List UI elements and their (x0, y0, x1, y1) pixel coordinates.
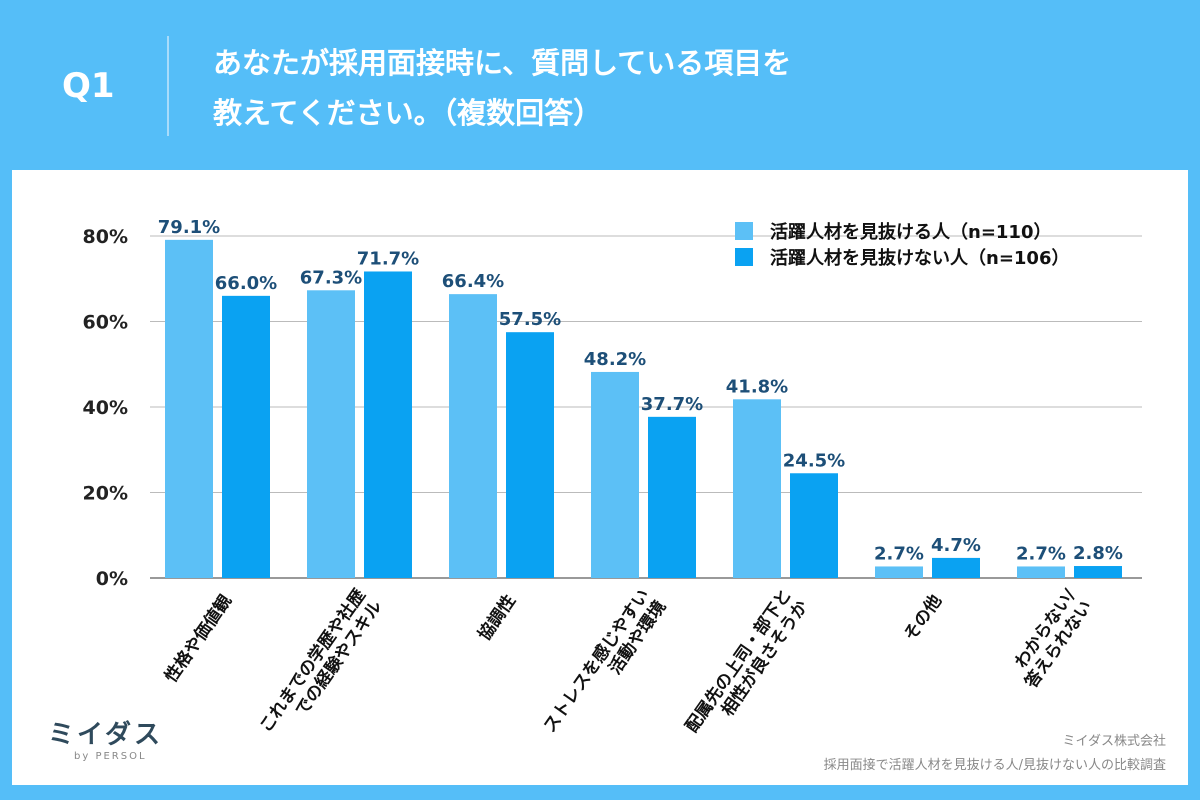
title-line-2: 教えてください。（複数回答） (213, 96, 603, 130)
y-tick-label: 40% (83, 397, 128, 419)
question-number: Q1 (62, 66, 115, 106)
data-label: 2.8% (1073, 543, 1123, 564)
data-label: 67.3% (300, 267, 362, 288)
data-label: 2.7% (874, 543, 924, 564)
bar (591, 371, 639, 578)
legend-swatch (735, 248, 753, 266)
bar (449, 294, 497, 578)
bar (790, 473, 838, 578)
bar (506, 332, 554, 578)
data-label: 66.0% (215, 273, 277, 294)
bar (733, 399, 781, 578)
y-tick-label: 0% (96, 568, 128, 590)
data-label: 48.2% (584, 349, 646, 370)
data-label: 4.7% (931, 535, 981, 556)
logo-sub: by PERSOL (74, 751, 147, 762)
logo: ミイダス by PERSOL (48, 714, 163, 762)
legend-swatch (735, 222, 753, 240)
logo-text: ミイダス (48, 720, 163, 750)
x-tick-label: その他 (900, 591, 946, 645)
data-label: 71.7% (357, 248, 419, 269)
legend-label: 活躍人材を見抜けない人（n=106） (770, 247, 1069, 269)
survey-name: 採用面接で活躍人材を見抜ける人/見抜けない人の比較調査 (823, 758, 1166, 773)
bar (875, 566, 923, 578)
x-tick-label: 性格や価値観 (160, 591, 236, 687)
bar (364, 271, 412, 578)
title-line-1: あなたが採用面接時に、質問している項目を (213, 46, 792, 80)
x-tick-line: 性格や価値観 (160, 591, 236, 687)
legend-label: 活躍人材を見抜ける人（n=110） (770, 221, 1051, 243)
y-tick-label: 80% (83, 226, 128, 248)
data-label: 37.7% (641, 394, 703, 415)
x-tick-label: ストレスを感じやすい活動や環境 (539, 585, 670, 748)
data-label: 79.1% (158, 217, 220, 238)
data-label: 24.5% (783, 450, 845, 471)
y-tick-label: 20% (83, 483, 128, 505)
data-label: 41.8% (726, 376, 788, 397)
divider (167, 36, 169, 136)
credit: ミイダス株式会社 採用面接で活躍人材を見抜ける人/見抜けない人の比較調査 (824, 730, 1166, 778)
bar (1017, 566, 1065, 578)
y-tick-label: 60% (83, 312, 128, 334)
data-label: 57.5% (499, 309, 561, 330)
bar (165, 239, 213, 578)
data-label: 66.4% (442, 271, 504, 292)
company: ミイダス株式会社 (1062, 734, 1166, 749)
bar (222, 295, 270, 578)
x-tick-label: 協調性 (474, 591, 520, 645)
x-tick-label: わからない/答えられない (1005, 585, 1097, 692)
bar (648, 416, 696, 578)
data-label: 2.7% (1016, 543, 1066, 564)
x-tick-label: これまでの学歴や社歴での経験やスキル (255, 585, 386, 748)
x-tick-label: 配属先の上司・部下と相性が良さそうか (681, 585, 812, 748)
page-title: あなたが採用面接時に、質問している項目を 教えてください。（複数回答） (213, 38, 791, 138)
bar (1074, 566, 1122, 578)
bar (307, 290, 355, 578)
x-tick-line: その他 (900, 591, 946, 645)
x-tick-line: ストレスを感じやすい (539, 585, 654, 736)
bar (932, 557, 980, 578)
x-tick-line: 協調性 (474, 591, 520, 645)
